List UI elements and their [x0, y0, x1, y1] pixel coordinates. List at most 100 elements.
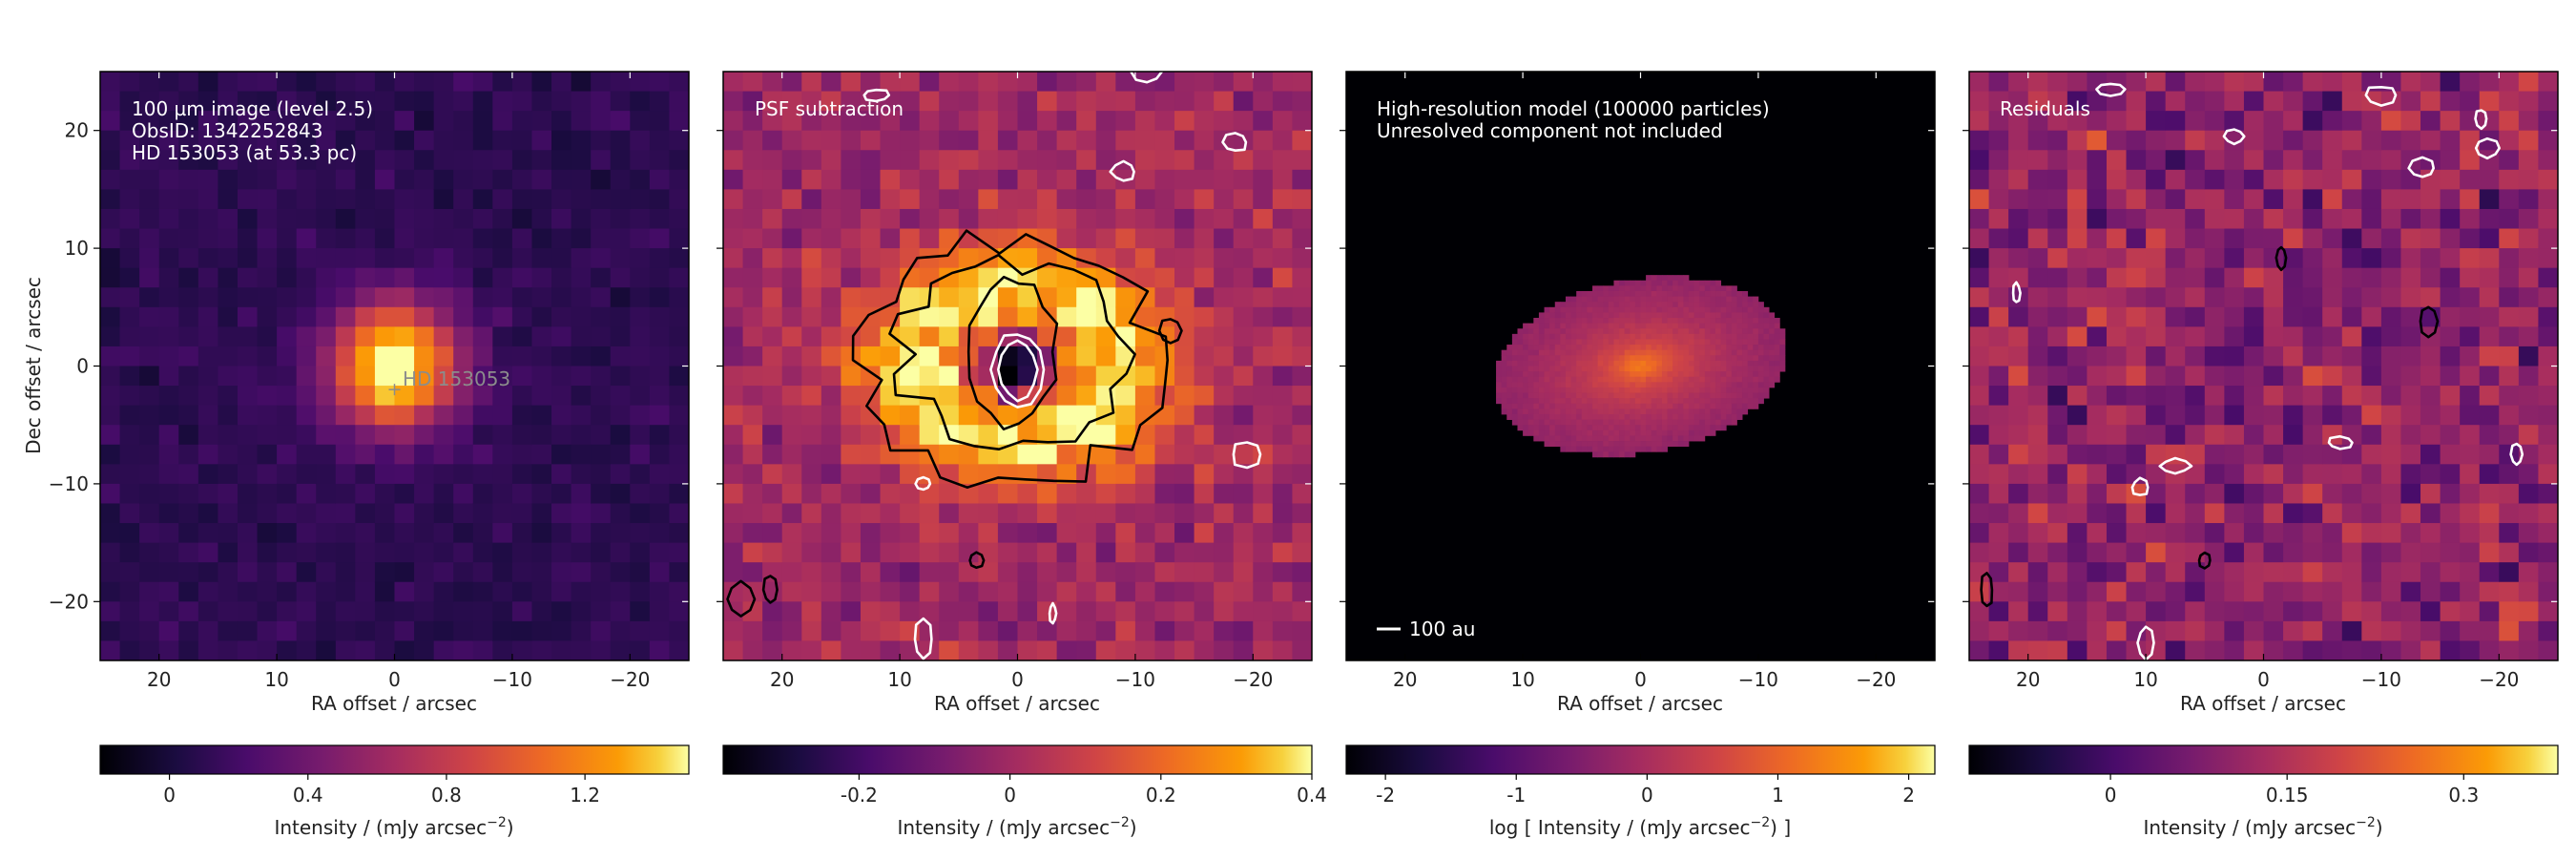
model-pixel	[1587, 387, 1593, 393]
heatmap-pixel	[2165, 306, 2186, 327]
model-pixel	[1742, 366, 1749, 372]
heatmap-pixel	[1134, 208, 1156, 230]
heatmap-pixel	[1292, 150, 1312, 171]
model-pixel	[1661, 333, 1668, 340]
heatmap-pixel	[2126, 169, 2147, 190]
heatmap-pixel	[119, 169, 140, 190]
heatmap-pixel	[2341, 562, 2362, 583]
model-pixel	[1523, 419, 1529, 426]
heatmap-pixel	[2499, 72, 2520, 93]
heatmap-pixel	[2518, 620, 2540, 642]
model-pixel	[1736, 349, 1743, 356]
model-pixel	[1597, 403, 1604, 409]
heatmap-pixel	[1095, 91, 1116, 112]
heatmap-pixel	[1253, 366, 1274, 387]
heatmap-pixel	[1988, 640, 2009, 660]
model-pixel	[1667, 430, 1673, 436]
heatmap-pixel	[2518, 386, 2540, 407]
heatmap-pixel	[2204, 464, 2225, 485]
heatmap-pixel	[197, 189, 218, 210]
heatmap-pixel	[2224, 405, 2245, 426]
heatmap-pixel	[2106, 189, 2128, 210]
model-pixel	[1523, 345, 1529, 351]
heatmap-pixel	[1174, 228, 1195, 249]
model-pixel	[1677, 285, 1684, 292]
heatmap-pixel	[2185, 91, 2206, 112]
heatmap-pixel	[591, 267, 612, 288]
model-pixel	[1736, 345, 1743, 351]
contour	[1130, 72, 1164, 84]
heatmap-pixel	[531, 248, 552, 269]
model-pixel	[1570, 328, 1577, 335]
heatmap-pixel	[939, 150, 960, 171]
heatmap-pixel	[453, 326, 474, 347]
model-pixel	[1736, 403, 1743, 409]
heatmap-pixel	[649, 150, 671, 171]
heatmap-pixel	[2087, 111, 2108, 132]
model-pixel	[1757, 371, 1764, 378]
heatmap-pixel	[939, 386, 960, 407]
model-pixel	[1757, 345, 1764, 351]
heatmap-pixel	[821, 386, 841, 407]
heatmap-pixel	[2302, 523, 2323, 544]
heatmap-pixel	[2027, 366, 2048, 387]
heatmap-pixel	[1292, 444, 1312, 465]
heatmap-pixel	[531, 326, 552, 347]
heatmap-pixel	[649, 405, 671, 426]
model-pixel	[1667, 355, 1673, 362]
heatmap-pixel	[218, 306, 239, 327]
heatmap-pixel	[591, 405, 612, 426]
model-pixel	[1506, 387, 1513, 393]
heatmap-pixel	[1037, 640, 1058, 660]
model-pixel	[1640, 345, 1647, 351]
model-pixel	[1523, 323, 1529, 329]
heatmap-pixel	[880, 542, 901, 563]
heatmap-pixel	[591, 581, 612, 602]
model-pixel	[1517, 392, 1524, 399]
heatmap-pixel	[591, 464, 612, 485]
annotation-line: High-resolution model (100000 particles)	[1377, 97, 1770, 120]
heatmap-pixel	[511, 267, 533, 288]
model-pixel	[1549, 403, 1556, 409]
heatmap-pixel	[801, 464, 822, 485]
heatmap-pixel	[472, 306, 493, 327]
contour	[761, 575, 779, 604]
heatmap-pixel	[2126, 248, 2147, 269]
model-pixel	[1624, 328, 1631, 335]
model-pixel	[1511, 382, 1518, 388]
heatmap-pixel	[2460, 386, 2481, 407]
heatmap-pixel	[197, 523, 218, 544]
heatmap-pixel	[2243, 228, 2265, 249]
heatmap-pixel	[2146, 169, 2167, 190]
heatmap-pixel	[2027, 483, 2048, 505]
model-pixel	[1726, 376, 1733, 383]
model-pixel	[1501, 382, 1507, 388]
heatmap-pixel	[237, 169, 259, 190]
heatmap-pixel	[860, 601, 882, 622]
heatmap-pixel	[414, 150, 435, 171]
heatmap-pixel	[591, 91, 612, 112]
model-pixel	[1720, 419, 1727, 426]
heatmap-pixel	[374, 91, 396, 112]
heatmap-pixel	[2027, 228, 2048, 249]
heatmap-pixel	[2460, 464, 2481, 485]
heatmap-pixel	[630, 111, 651, 132]
model-pixel	[1576, 360, 1583, 367]
heatmap-pixel	[2204, 640, 2225, 660]
heatmap-pixel	[2302, 111, 2323, 132]
model-pixel	[1608, 312, 1614, 319]
heatmap-pixel	[649, 287, 671, 308]
heatmap-pixel	[1095, 581, 1116, 602]
model-pixel	[1565, 333, 1571, 340]
x-tick-label: −10	[1115, 668, 1155, 691]
model-pixel	[1715, 296, 1722, 303]
heatmap-pixel	[723, 562, 744, 583]
heatmap-pixel	[1115, 581, 1136, 602]
heatmap-pixel	[100, 483, 121, 505]
heatmap-pixel	[1056, 601, 1077, 622]
heatmap-pixel	[1214, 189, 1235, 210]
model-pixel	[1560, 446, 1567, 452]
heatmap-pixel	[2420, 620, 2441, 642]
model-pixel	[1688, 382, 1694, 388]
model-pixel	[1651, 419, 1657, 426]
